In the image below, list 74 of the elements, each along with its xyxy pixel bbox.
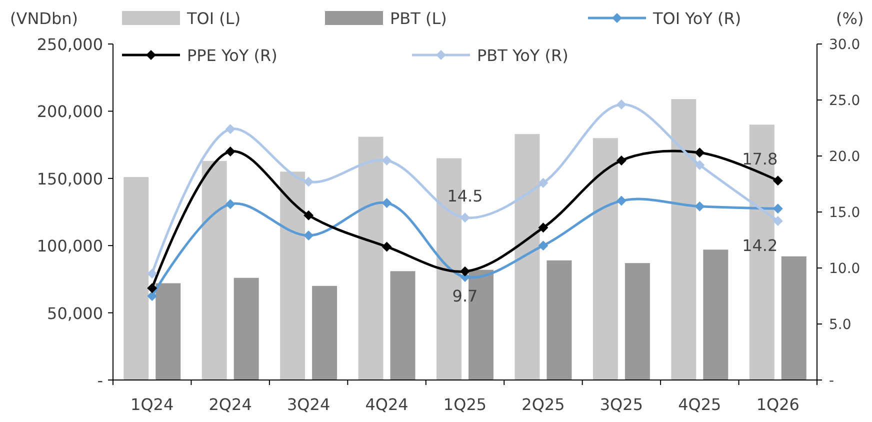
data-label: 17.8 xyxy=(742,150,778,169)
bar xyxy=(156,283,181,380)
y2-axis-title: (%) xyxy=(836,9,864,28)
point xyxy=(304,230,314,241)
bar xyxy=(202,160,227,380)
x-tick-label: 4Q24 xyxy=(365,395,408,414)
y-tick-label: 200,000 xyxy=(36,102,103,122)
data-label: 14.5 xyxy=(447,186,483,206)
legend-label: TOI YoY (R) xyxy=(652,9,742,28)
y2-tick-label: 30.0 xyxy=(829,37,860,53)
point xyxy=(772,204,783,214)
bar xyxy=(280,172,306,380)
bar xyxy=(703,250,728,380)
y2-tick-label: 10.0 xyxy=(829,261,860,277)
x-tick-label: 1Q24 xyxy=(130,395,174,414)
point xyxy=(382,155,392,166)
point xyxy=(772,216,783,226)
bar xyxy=(234,278,259,380)
bar xyxy=(624,263,650,380)
point xyxy=(382,242,392,252)
x-tick-label: 2Q24 xyxy=(208,395,252,414)
bar xyxy=(358,136,384,380)
point xyxy=(772,176,783,186)
point xyxy=(694,148,705,158)
point xyxy=(616,155,626,166)
point xyxy=(304,210,314,220)
x-tick-label: 1Q26 xyxy=(756,395,800,414)
legend-label: PBT YoY (R) xyxy=(477,46,568,65)
point xyxy=(225,124,236,134)
point xyxy=(304,176,314,187)
point xyxy=(538,240,548,251)
y-tick-label: 250,000 xyxy=(36,35,103,54)
bar xyxy=(592,138,618,380)
point xyxy=(147,291,158,301)
x-tick-label: 4Q25 xyxy=(678,395,722,414)
y-tick-label: - xyxy=(97,371,103,390)
x-tick-label: 1Q25 xyxy=(443,395,487,414)
x-tick-label: 3Q24 xyxy=(286,395,330,414)
point xyxy=(225,146,236,157)
y-tick-label: 150,000 xyxy=(36,169,103,188)
point xyxy=(616,196,626,206)
data-label: 9.7 xyxy=(452,286,478,306)
point xyxy=(225,199,236,210)
y2-tick-label: 5.0 xyxy=(829,317,852,333)
legend-label: PBT (L) xyxy=(390,9,447,28)
y-tick-label: 50,000 xyxy=(47,304,103,323)
point xyxy=(694,160,705,170)
x-tick-label: 2Q25 xyxy=(522,395,565,414)
y2-tick-label: - xyxy=(829,373,834,389)
point xyxy=(616,99,626,110)
point xyxy=(538,222,548,233)
y2-tick-label: 25.0 xyxy=(829,93,860,109)
point xyxy=(460,266,470,276)
y-axis-title: (VNDbn) xyxy=(10,9,78,28)
y-tick-label: 100,000 xyxy=(36,236,103,256)
point xyxy=(460,212,470,223)
y2-tick-label: 20.0 xyxy=(829,149,860,165)
point xyxy=(538,178,548,188)
point xyxy=(147,283,158,294)
bar xyxy=(671,99,696,380)
bar xyxy=(546,260,572,380)
y2-tick-label: 15.0 xyxy=(829,205,860,221)
bar xyxy=(312,286,338,380)
bar xyxy=(124,177,149,380)
data-label: 14.2 xyxy=(742,236,778,255)
legend-label: TOI (L) xyxy=(186,9,241,28)
bar xyxy=(514,134,540,380)
point xyxy=(382,198,392,208)
x-tick-label: 3Q25 xyxy=(600,395,644,414)
bar xyxy=(781,256,806,380)
point xyxy=(147,268,158,279)
bar xyxy=(390,271,416,380)
point xyxy=(694,201,705,212)
legend-label: PPE YoY (R) xyxy=(187,46,278,65)
